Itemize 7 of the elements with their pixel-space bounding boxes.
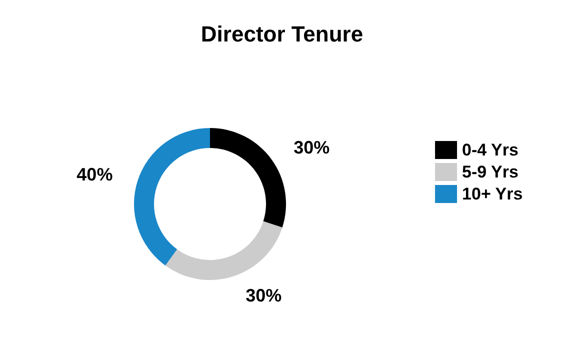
- legend-label: 10+ Yrs: [462, 184, 523, 204]
- chart-title: Director Tenure: [200, 22, 364, 46]
- data-label: 30%: [294, 138, 330, 158]
- legend-label: 0-4 Yrs: [462, 140, 518, 160]
- data-label: 40%: [76, 164, 113, 184]
- legend-label: 5-9 Yrs: [462, 162, 518, 182]
- data-label: 30%: [246, 285, 282, 306]
